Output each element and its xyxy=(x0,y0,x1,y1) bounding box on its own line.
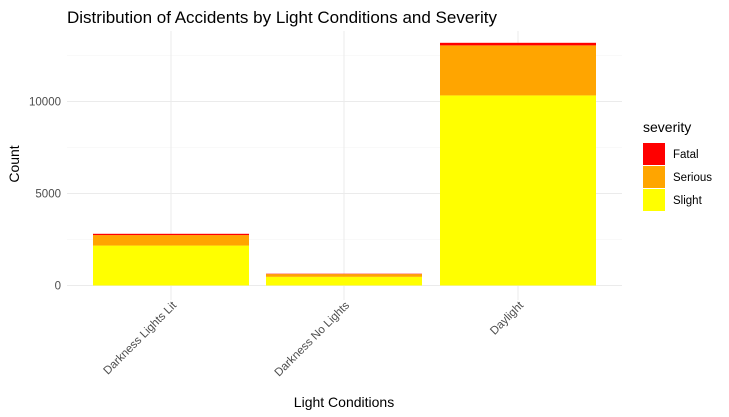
bars xyxy=(93,42,596,286)
x-tick-label: Daylight xyxy=(488,299,526,337)
bar-darkness-lights-lit-serious xyxy=(93,235,249,246)
legend-label-slight: Slight xyxy=(673,195,703,207)
legend-key-serious xyxy=(643,166,665,188)
y-tick-label: 5000 xyxy=(35,189,61,201)
y-tick-labels: 0 5000 10000 xyxy=(29,97,61,293)
legend-key-slight xyxy=(643,189,665,211)
bar-darkness-no-lights-serious xyxy=(266,274,422,277)
legend-key-fatal xyxy=(643,143,665,165)
chart-title: Distribution of Accidents by Light Condi… xyxy=(67,8,497,27)
y-tick-label: 10000 xyxy=(29,97,61,109)
bar-daylight-fatal xyxy=(440,42,596,46)
bar-daylight-serious xyxy=(440,45,596,96)
x-tick-labels: Darkness Lights Lit Darkness No Lights Day… xyxy=(101,299,526,379)
bar-daylight-slight xyxy=(440,95,596,286)
bar-darkness-lights-lit-fatal xyxy=(93,233,249,236)
x-tick-label: Darkness No Lights xyxy=(273,299,353,379)
legend-label-serious: Serious xyxy=(673,172,712,184)
bar-darkness-lights-lit-slight xyxy=(93,245,249,286)
legend-label-fatal: Fatal xyxy=(673,149,699,161)
legend-title: severity xyxy=(643,119,691,135)
x-tick-label: Darkness Lights Lit xyxy=(101,299,179,377)
y-axis-title: Count xyxy=(6,145,22,182)
y-tick-label: 0 xyxy=(55,281,61,293)
legend: severity Fatal Serious Slight xyxy=(643,119,712,211)
bar-darkness-no-lights-slight xyxy=(266,276,422,286)
x-axis-title: Light Conditions xyxy=(294,394,394,410)
